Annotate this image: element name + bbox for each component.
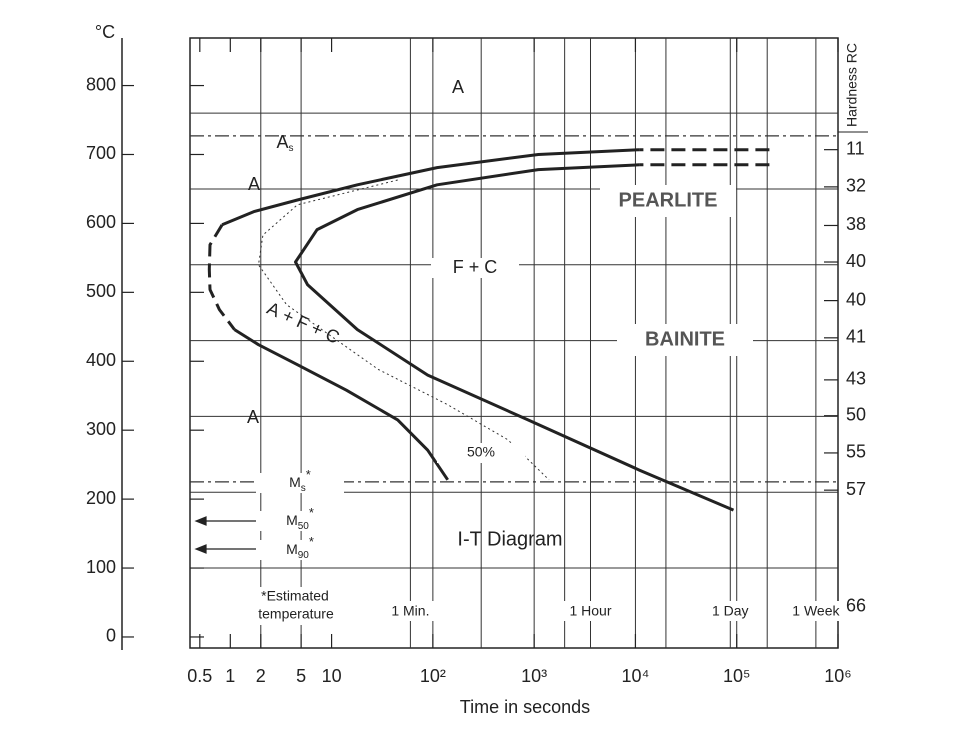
x-tick-label: 10 [322, 666, 342, 686]
label-bg [252, 605, 340, 625]
label-bg [256, 473, 344, 493]
label-bg [256, 540, 344, 560]
y2-axis-label: Hardness RC [844, 43, 860, 127]
annotation-text: M [289, 474, 301, 490]
annotation: *Estimated [261, 588, 329, 604]
annotation: A [247, 407, 259, 427]
x-tick-label: 10⁴ [622, 666, 650, 686]
time-mark-label: 1 Hour [569, 603, 611, 619]
label-bg [256, 511, 344, 531]
annotation-sub: 50 [298, 521, 310, 532]
x-tick-label: 10² [420, 666, 446, 686]
annotation: 50% [467, 444, 495, 460]
annotation: M90* [286, 534, 314, 560]
curve [294, 163, 735, 512]
label-bg [251, 587, 339, 607]
label-bg [431, 258, 519, 278]
chart-title: I-T Diagram [457, 528, 562, 550]
label-bg [617, 324, 753, 356]
time-mark-label: 1 Min. [391, 603, 429, 619]
annotation-sub: 90 [298, 550, 310, 561]
x-tick-label: 5 [296, 666, 306, 686]
annotation: F + C [453, 257, 498, 277]
y-tick-label: 600 [86, 212, 116, 232]
annotation: A [452, 77, 464, 97]
curve [221, 148, 640, 227]
annotation-sup: * [309, 534, 314, 549]
y2-tick-label: 11 [846, 138, 865, 158]
annotation: As [276, 132, 293, 154]
time-mark-label: 1 Week [792, 603, 840, 619]
annotation: temperature [258, 606, 334, 622]
annotation: M50* [286, 505, 314, 531]
x-tick-label: 1 [225, 666, 235, 686]
y2-tick-label: 40 [846, 251, 866, 271]
y-tick-label: 400 [86, 350, 116, 370]
x-tick-label: 0.5 [187, 666, 212, 686]
annotation-sub: s [301, 483, 306, 494]
y2-tick-label: 40 [846, 289, 866, 309]
y-axis-label: °C [95, 22, 115, 42]
annotation-sup: * [306, 467, 311, 482]
y2-tick-label: 32 [846, 176, 866, 196]
annotation: Ms* [289, 467, 311, 493]
x-axis-label: Time in seconds [460, 697, 590, 717]
y2-tick-label: 57 [846, 479, 866, 499]
curve [233, 328, 449, 481]
y2-tick-label: 41 [846, 327, 866, 347]
time-mark-label: 1 Day [712, 603, 749, 619]
y2-tick-label: 43 [846, 369, 866, 389]
label-bg [437, 443, 525, 463]
y2-tick-label: 55 [846, 442, 866, 462]
x-tick-label: 2 [256, 666, 266, 686]
x-tick-label: 10⁶ [824, 666, 851, 686]
y-tick-label: 500 [86, 281, 116, 301]
annotation-sub: s [289, 143, 294, 154]
y-tick-label: 800 [86, 74, 116, 94]
annotation: PEARLITE [619, 189, 718, 211]
annotation-sup: * [309, 505, 314, 520]
y2-tick-label: 38 [846, 214, 866, 234]
x-tick-label: 10³ [521, 666, 547, 686]
x-tick-label: 10⁵ [723, 666, 750, 686]
time-mark-bg [700, 601, 761, 621]
y2-tick-label: 66 [846, 595, 866, 615]
time-mark-bg [560, 601, 621, 621]
annotation-text: A [276, 132, 288, 152]
label-bg [600, 185, 736, 217]
y-tick-label: 700 [86, 143, 116, 163]
plot-frame [189, 37, 839, 649]
annotation-text: M [286, 512, 298, 528]
y-tick-label: 300 [86, 419, 116, 439]
y-tick-label: 0 [106, 626, 116, 646]
annotation: A [248, 174, 260, 194]
time-mark-bg [785, 601, 846, 621]
annotation: BAINITE [645, 328, 725, 350]
curve [207, 224, 236, 331]
y-tick-label: 100 [86, 557, 116, 577]
time-mark-bg [380, 601, 441, 621]
annotation-text: M [286, 541, 298, 557]
annotation: A+F+C [264, 298, 347, 350]
y-tick-label: 200 [86, 488, 116, 508]
y2-tick-label: 50 [846, 404, 866, 424]
